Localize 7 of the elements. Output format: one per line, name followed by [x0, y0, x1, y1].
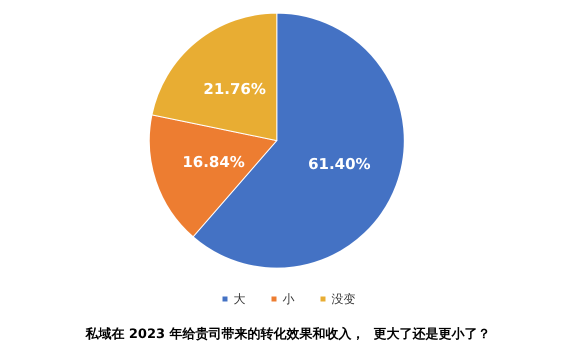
data-label: 16.84% [182, 152, 245, 171]
legend-label: 小 [282, 292, 294, 306]
data-label: 21.76% [203, 80, 266, 98]
text: 私域在 2023 年给贵司带来的转化效果和收入， 更大了还是更小了？ [84, 326, 491, 342]
legend-label: 大 [234, 292, 246, 306]
data-label: 61.40% [308, 155, 371, 173]
legend-label: 没变 [332, 292, 356, 306]
